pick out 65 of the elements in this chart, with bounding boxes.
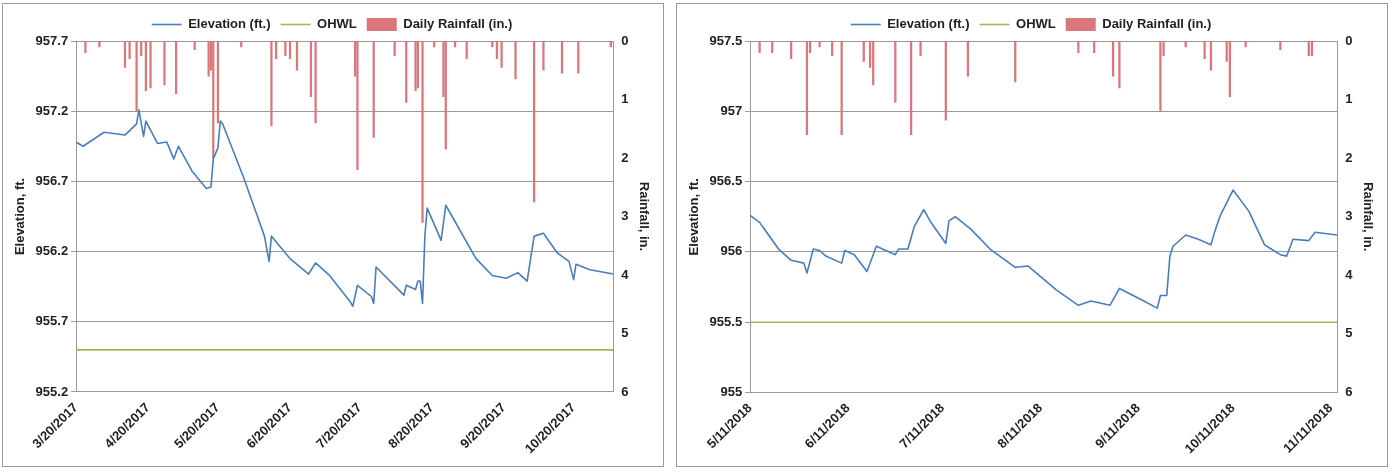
bar: [163, 41, 166, 86]
y2-tick-label: 2: [621, 149, 629, 165]
bar: [790, 41, 793, 59]
y2-tick-label: 1: [1345, 91, 1353, 107]
y2-tick-label: 3: [1345, 208, 1353, 224]
y2-tick-label: 4: [1345, 266, 1354, 282]
y-tick-label: 956: [720, 243, 743, 259]
bar: [1203, 41, 1206, 59]
y-axis-title: Elevation, ft.: [686, 178, 702, 256]
y2-tick-label: 4: [621, 266, 630, 282]
y-tick-label: 955.2: [35, 383, 69, 399]
y2-tick-label: 1: [621, 91, 629, 107]
bar: [270, 41, 273, 127]
y2-tick-label: 0: [1345, 32, 1353, 48]
y2-tick-label: 6: [621, 383, 629, 399]
bar: [123, 41, 127, 68]
y2-tick-label: 3: [621, 208, 629, 224]
y-tick-label: 957.2: [35, 102, 69, 118]
bar: [500, 41, 503, 68]
y-axis-title: Elevation, ft.: [12, 177, 28, 256]
bar: [295, 41, 299, 71]
y-tick-label: 956.5: [709, 173, 743, 189]
bar: [128, 41, 131, 59]
bar: [818, 41, 821, 48]
y2-axis-title: Rainfall, in.: [636, 181, 652, 252]
bar: [135, 41, 138, 112]
bar: [274, 41, 278, 59]
bar: [1118, 41, 1121, 89]
bar: [149, 41, 152, 89]
bar: [514, 41, 517, 80]
y2-axis-title: Rainfall, in.: [1360, 182, 1376, 252]
bar: [560, 41, 564, 74]
y2-tick-label: 2: [1345, 149, 1353, 165]
bar: [421, 41, 424, 223]
legend-label: Elevation (ft.): [887, 16, 970, 32]
y-tick-label: 956.2: [35, 243, 69, 259]
legend-label: Daily Rainfall (in.): [1102, 16, 1212, 32]
y-tick-label: 957.5: [709, 32, 743, 48]
y2-tick-label: 5: [621, 325, 629, 341]
legend-label: Daily Rainfall (in.): [403, 16, 513, 32]
bar: [314, 41, 317, 124]
bar: [577, 41, 580, 74]
bar: [1209, 41, 1213, 71]
y2-tick-label: 5: [1345, 325, 1353, 341]
bar: [495, 41, 499, 59]
y-tick-label: 955.7: [35, 313, 69, 329]
bar: [1159, 41, 1162, 112]
y-tick-label: 955: [720, 384, 743, 400]
bar: [356, 41, 359, 171]
y-tick-label: 956.7: [35, 172, 69, 188]
bar: [542, 41, 545, 71]
bar: [465, 41, 468, 59]
legend-label: OHWL: [1016, 16, 1056, 32]
legend-label: OHWL: [317, 16, 357, 32]
bar: [98, 41, 101, 48]
y-tick-label: 957: [720, 102, 743, 118]
legend-label: Elevation (ft.): [188, 16, 271, 32]
bar: [758, 41, 761, 54]
bar: [84, 41, 87, 54]
bar: [288, 41, 292, 59]
y2-tick-label: 6: [1345, 384, 1353, 400]
y-tick-label: 957.7: [35, 32, 69, 48]
y-tick-label: 955.5: [709, 313, 743, 329]
bar: [919, 41, 922, 56]
y2-tick-label: 0: [621, 32, 629, 48]
